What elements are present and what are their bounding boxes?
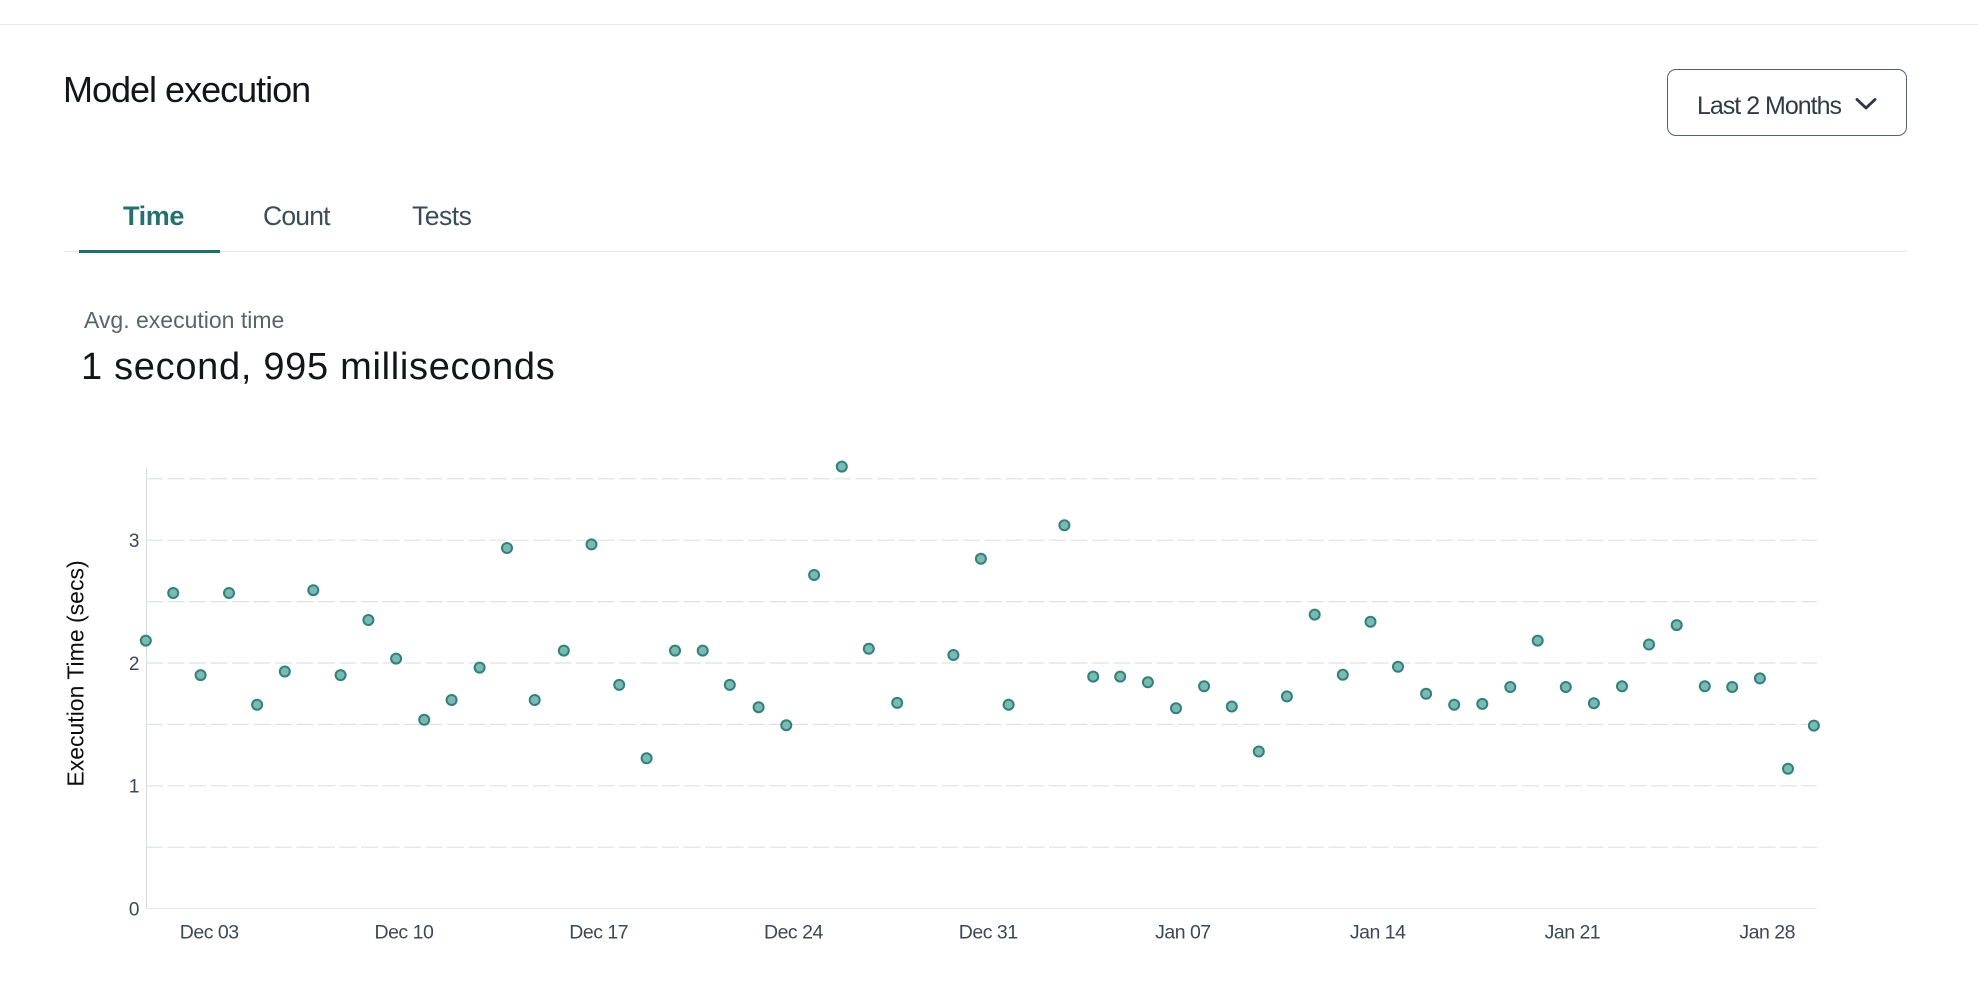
svg-text:Jan 21: Jan 21 <box>1545 922 1601 944</box>
svg-text:Dec 10: Dec 10 <box>375 922 434 944</box>
svg-text:Dec 17: Dec 17 <box>569 922 628 944</box>
svg-text:Dec 03: Dec 03 <box>180 922 239 944</box>
svg-text:Dec 31: Dec 31 <box>959 922 1018 944</box>
svg-text:0: 0 <box>129 900 140 921</box>
svg-text:2: 2 <box>129 654 140 675</box>
svg-text:Jan 28: Jan 28 <box>1739 922 1795 944</box>
svg-text:Jan 14: Jan 14 <box>1350 922 1406 944</box>
svg-text:Jan 07: Jan 07 <box>1155 922 1211 944</box>
svg-text:1: 1 <box>129 777 140 798</box>
svg-text:Execution Time (secs): Execution Time (secs) <box>63 560 89 786</box>
svg-text:3: 3 <box>129 531 140 552</box>
svg-text:Dec 24: Dec 24 <box>764 922 823 944</box>
